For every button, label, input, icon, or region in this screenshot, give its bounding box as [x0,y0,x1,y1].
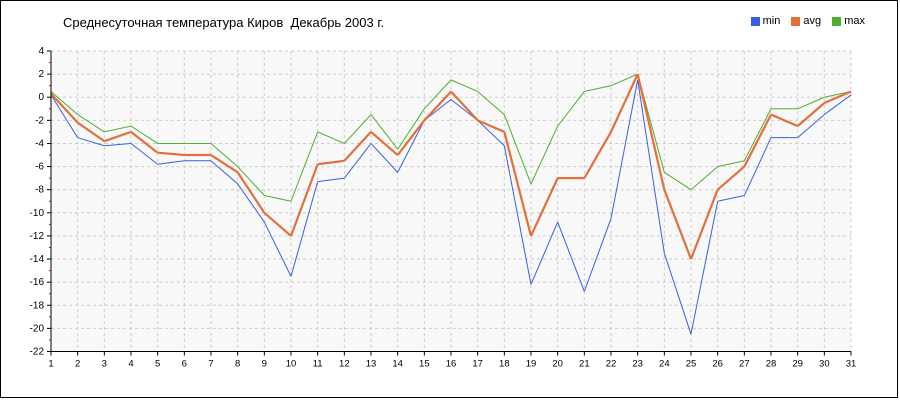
svg-text:9: 9 [262,359,267,370]
svg-text:23: 23 [632,359,643,370]
svg-text:2: 2 [75,359,80,370]
svg-text:6: 6 [182,359,187,370]
svg-text:8: 8 [235,359,240,370]
svg-text:5: 5 [155,359,160,370]
svg-text:4: 4 [128,359,133,370]
svg-text:-20: -20 [30,323,45,334]
svg-text:31: 31 [846,359,857,370]
svg-text:30: 30 [819,359,830,370]
svg-text:0: 0 [38,92,44,103]
svg-text:21: 21 [579,359,590,370]
svg-text:2: 2 [38,69,44,80]
svg-text:-14: -14 [30,254,45,265]
svg-text:20: 20 [552,359,563,370]
svg-text:28: 28 [766,359,777,370]
svg-text:18: 18 [499,359,510,370]
svg-text:15: 15 [419,359,430,370]
svg-text:12: 12 [339,359,350,370]
svg-text:4: 4 [38,46,44,57]
svg-text:-18: -18 [30,300,45,311]
svg-text:-12: -12 [30,231,45,242]
svg-text:26: 26 [712,359,723,370]
svg-text:-2: -2 [35,115,44,126]
svg-text:-16: -16 [30,277,45,288]
svg-text:-10: -10 [30,208,45,219]
svg-text:10: 10 [286,359,297,370]
svg-text:17: 17 [472,359,483,370]
svg-text:-4: -4 [35,138,44,149]
svg-text:7: 7 [208,359,213,370]
svg-text:13: 13 [366,359,377,370]
svg-text:14: 14 [392,359,403,370]
svg-text:27: 27 [739,359,750,370]
svg-text:16: 16 [446,359,457,370]
svg-text:19: 19 [526,359,537,370]
svg-text:1: 1 [48,359,53,370]
svg-text:-6: -6 [35,162,44,173]
svg-text:11: 11 [313,359,323,370]
svg-text:25: 25 [686,359,697,370]
svg-text:-22: -22 [30,347,45,358]
svg-text:24: 24 [659,359,670,370]
svg-text:-8: -8 [35,185,44,196]
svg-text:22: 22 [606,359,617,370]
svg-text:29: 29 [792,359,803,370]
svg-text:3: 3 [102,359,107,370]
